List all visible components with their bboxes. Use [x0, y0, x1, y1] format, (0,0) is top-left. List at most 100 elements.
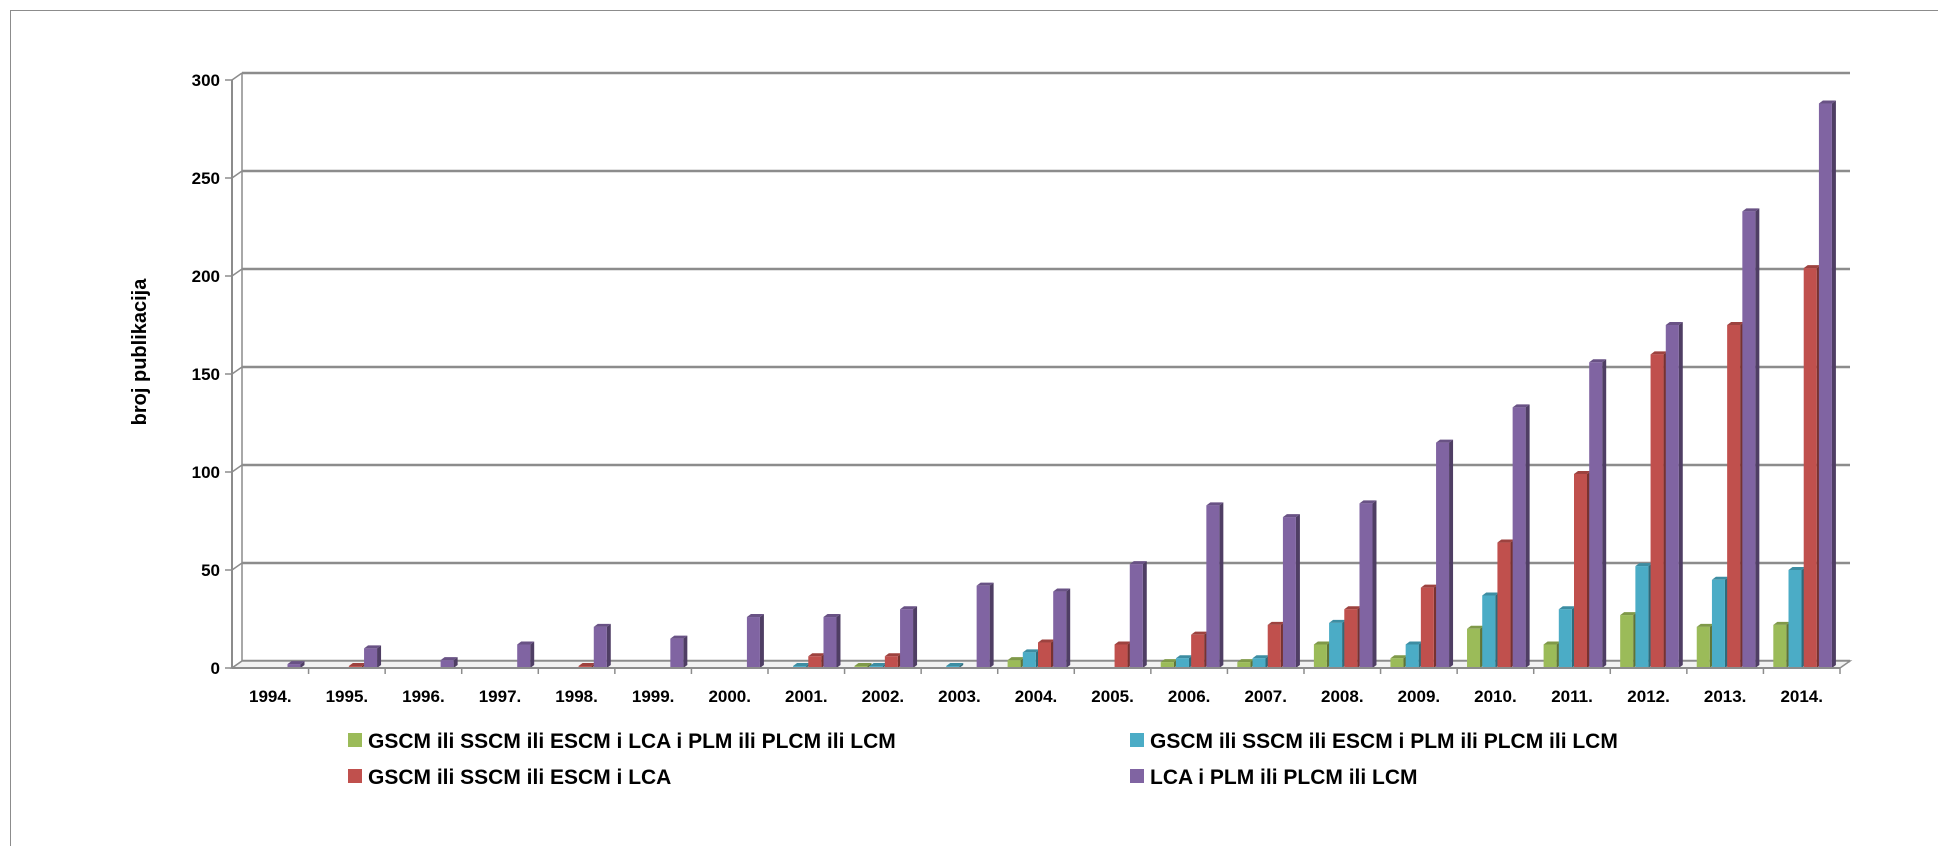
grid-layer [229, 71, 1853, 669]
bar [1329, 619, 1347, 668]
bar-top [976, 582, 994, 586]
bar [1038, 639, 1055, 668]
bar [1512, 404, 1530, 668]
bar [1359, 500, 1377, 668]
bar-side [1449, 439, 1454, 668]
bar-front [1635, 566, 1649, 668]
bar-top [1191, 631, 1209, 635]
gridline-side [231, 366, 243, 375]
bar-top [1558, 606, 1576, 610]
bar-top [1773, 621, 1791, 625]
bar-front [1007, 660, 1021, 668]
bar [1620, 612, 1638, 668]
bar [1313, 641, 1331, 668]
bar-front [1788, 570, 1802, 668]
bar-top [1620, 612, 1638, 616]
axis-layer: 0 50 100 150 200 250 300 1994. 1995. 1996. 1997. 19… [192, 71, 1841, 706]
bar [1482, 592, 1500, 668]
bar-front [1803, 268, 1817, 668]
gridline-side [231, 170, 243, 179]
bar [1160, 659, 1178, 668]
legend-label: GSCM ili SSCM ili ESCM i PLM ili PLCM il… [1150, 730, 1618, 753]
bar-front [593, 626, 607, 668]
legend-item: GSCM ili SSCM ili ESCM i PLM ili PLCM il… [1130, 730, 1618, 753]
bar-top [884, 653, 902, 657]
bar-front [1574, 473, 1587, 668]
bar-top [1344, 606, 1362, 610]
legend-label: GSCM ili SSCM ili ESCM i LCA i PLM ili P… [368, 730, 896, 753]
bar-top [1160, 659, 1178, 663]
bar-side [1372, 500, 1377, 668]
bar [1344, 606, 1362, 668]
bar-top [1267, 621, 1285, 625]
chart-frame [10, 10, 1938, 846]
bar [1818, 100, 1836, 668]
bar-side [453, 657, 458, 668]
bar-front [1482, 595, 1496, 668]
gridline-side [231, 562, 243, 571]
bar-top [1696, 623, 1714, 627]
bar-front [1191, 634, 1205, 668]
bar-top [1022, 649, 1040, 653]
bar-front [1543, 644, 1557, 668]
bar-side [836, 614, 841, 668]
bar-front [746, 617, 760, 668]
x-tick-label: 2002. [862, 687, 905, 706]
bar [287, 661, 305, 668]
x-tick-label: 2010. [1474, 687, 1517, 706]
bar-side [959, 663, 964, 668]
bar [823, 614, 841, 668]
bar [1007, 657, 1025, 668]
bar [1390, 655, 1408, 668]
x-tick-label: 2004. [1015, 687, 1058, 706]
bar-front [1237, 662, 1251, 668]
bar-front [976, 585, 990, 668]
bar-top [1359, 500, 1377, 504]
bar-top [1635, 563, 1653, 567]
y-tick-label: 300 [192, 71, 220, 90]
bar-front [1160, 662, 1174, 668]
bar-front [1773, 624, 1787, 668]
bar-front [1038, 642, 1051, 668]
x-tick-label: 1994. [249, 687, 292, 706]
legend-item: GSCM ili SSCM ili ESCM i LCA i PLM ili P… [348, 730, 896, 753]
bar-side [606, 623, 611, 668]
bar [884, 653, 902, 668]
bar-side [683, 635, 688, 668]
bar-front [1742, 211, 1756, 668]
bar-side [1678, 322, 1683, 668]
bar [1467, 625, 1485, 668]
bar-top [1038, 639, 1055, 643]
bar-front [1727, 325, 1741, 668]
bar-top [593, 623, 611, 627]
bar [1803, 265, 1821, 668]
bar-front [1558, 609, 1572, 668]
bar [1436, 439, 1454, 668]
bar-top [1818, 100, 1836, 104]
bar-top [348, 663, 366, 667]
gridline-side [231, 72, 243, 81]
bar-top [1206, 502, 1224, 506]
bar-top [1313, 641, 1331, 645]
bar-front [1665, 325, 1679, 668]
bar-front [1053, 591, 1067, 668]
y-tick-label: 200 [192, 267, 220, 286]
bar [808, 653, 826, 668]
bar [1405, 641, 1423, 668]
bar-top [900, 606, 918, 610]
bar-front [1497, 542, 1511, 668]
x-tick-label: 2005. [1091, 687, 1134, 706]
bar [1053, 588, 1071, 668]
bar [1267, 621, 1285, 668]
x-tick-label: 2009. [1398, 687, 1441, 706]
x-tick-label: 2000. [708, 687, 751, 706]
bar [1558, 606, 1576, 668]
bar-front [1359, 503, 1373, 668]
bar-top [1482, 592, 1500, 596]
bar-front [1512, 407, 1526, 668]
bar-side [1755, 208, 1760, 668]
legend: GSCM ili SSCM ili ESCM i LCA i PLM ili P… [348, 730, 1618, 789]
bar [440, 657, 458, 668]
x-tick-label: 2014. [1780, 687, 1823, 706]
